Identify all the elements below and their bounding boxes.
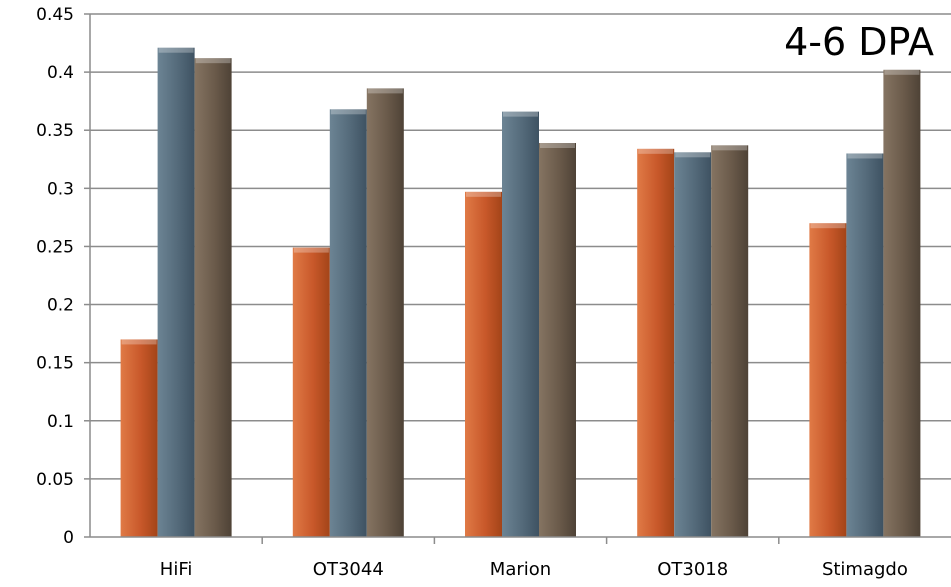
bar-highlight bbox=[503, 111, 538, 117]
y-tick-label: 0.05 bbox=[36, 470, 74, 490]
bar-highlight bbox=[540, 143, 575, 149]
bar bbox=[846, 153, 884, 537]
bar-highlight bbox=[638, 148, 674, 154]
x-category-label: HiFi bbox=[160, 559, 193, 580]
bar bbox=[539, 143, 576, 538]
x-category-label: OT3044 bbox=[313, 559, 384, 580]
bar bbox=[329, 109, 367, 538]
bar-highlight bbox=[810, 223, 846, 229]
bar bbox=[502, 111, 539, 538]
tick-labels: 0 0.05 0.1 0.15 0.2 0.25 0.3 0.35 0.4 0.45 HiFi OT3… bbox=[36, 5, 908, 580]
y-tick-label: 0.25 bbox=[36, 237, 74, 257]
bar bbox=[809, 223, 847, 537]
bar bbox=[637, 148, 675, 537]
bar-highlight bbox=[158, 47, 194, 53]
x-category-label: OT3018 bbox=[657, 559, 728, 580]
x-category-label: Marion bbox=[490, 559, 551, 580]
bars bbox=[120, 47, 921, 538]
y-tick-label: 0.45 bbox=[36, 5, 74, 25]
bar-highlight bbox=[675, 152, 711, 158]
y-tick-label: 0.3 bbox=[47, 179, 74, 199]
bar bbox=[465, 191, 502, 537]
bar-highlight bbox=[367, 88, 403, 94]
bar bbox=[194, 58, 232, 538]
bar-highlight bbox=[847, 153, 883, 159]
bar bbox=[366, 88, 404, 537]
bar-highlight bbox=[712, 145, 748, 151]
bar bbox=[292, 247, 330, 537]
y-tick-label: 0.35 bbox=[36, 121, 74, 141]
chart-title: 4-6 DPA bbox=[784, 20, 934, 64]
bar-highlight bbox=[330, 109, 366, 115]
y-tick-label: 0.15 bbox=[36, 354, 74, 374]
bar-highlight bbox=[195, 58, 231, 64]
y-tick-label: 0.2 bbox=[47, 296, 74, 316]
bar bbox=[883, 69, 921, 537]
y-tick-label: 0 bbox=[63, 528, 74, 548]
y-tick-label: 0.1 bbox=[47, 412, 74, 432]
bar bbox=[157, 47, 195, 538]
bar-highlight bbox=[121, 339, 157, 345]
bar-highlight bbox=[466, 191, 501, 197]
bar-highlight bbox=[293, 247, 329, 253]
x-category-label: Stimagdo bbox=[822, 559, 908, 580]
axes bbox=[84, 13, 951, 544]
bar bbox=[711, 145, 749, 537]
bar bbox=[120, 339, 158, 537]
bar-highlight bbox=[884, 69, 920, 75]
bar bbox=[674, 152, 712, 537]
y-tick-label: 0.4 bbox=[47, 63, 74, 83]
